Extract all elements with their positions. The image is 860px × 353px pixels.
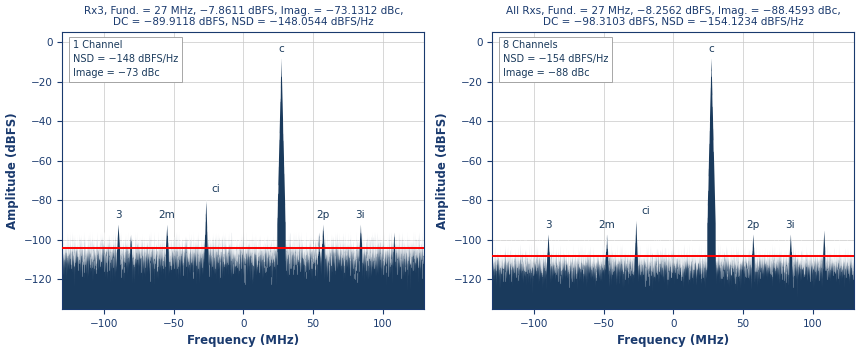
Text: 2p: 2p bbox=[746, 220, 759, 230]
Text: 1 Channel
NSD = −148 dBFS/Hz
Image = −73 dBc: 1 Channel NSD = −148 dBFS/Hz Image = −73… bbox=[73, 40, 178, 78]
Text: 2m: 2m bbox=[158, 210, 175, 220]
Text: 2m: 2m bbox=[599, 220, 615, 230]
Title: All Rxs, Fund. = 27 MHz, −8.2562 dBFS, Imag. = −88.4593 dBc,
DC = −98.3103 dBFS,: All Rxs, Fund. = 27 MHz, −8.2562 dBFS, I… bbox=[506, 6, 841, 27]
Text: c: c bbox=[278, 44, 284, 54]
Text: 3i: 3i bbox=[355, 210, 366, 220]
Text: 3i: 3i bbox=[785, 220, 796, 230]
Text: 8 Channels
NSD = −154 dBFS/Hz
Image = −88 dBc: 8 Channels NSD = −154 dBFS/Hz Image = −8… bbox=[503, 40, 609, 78]
X-axis label: Frequency (MHz): Frequency (MHz) bbox=[617, 334, 729, 347]
Title: Rx3, Fund. = 27 MHz, −7.8611 dBFS, Imag. = −73.1312 dBc,
DC = −89.9118 dBFS, NSD: Rx3, Fund. = 27 MHz, −7.8611 dBFS, Imag.… bbox=[83, 6, 403, 27]
Text: ci: ci bbox=[212, 184, 220, 195]
Y-axis label: Amplitude (dBFS): Amplitude (dBFS) bbox=[5, 112, 19, 229]
Text: 3: 3 bbox=[114, 210, 121, 220]
Text: ci: ci bbox=[642, 206, 650, 216]
Text: 2p: 2p bbox=[316, 210, 329, 220]
Text: 3: 3 bbox=[544, 220, 551, 230]
Y-axis label: Amplitude (dBFS): Amplitude (dBFS) bbox=[435, 112, 449, 229]
X-axis label: Frequency (MHz): Frequency (MHz) bbox=[187, 334, 299, 347]
Text: c: c bbox=[708, 44, 714, 54]
